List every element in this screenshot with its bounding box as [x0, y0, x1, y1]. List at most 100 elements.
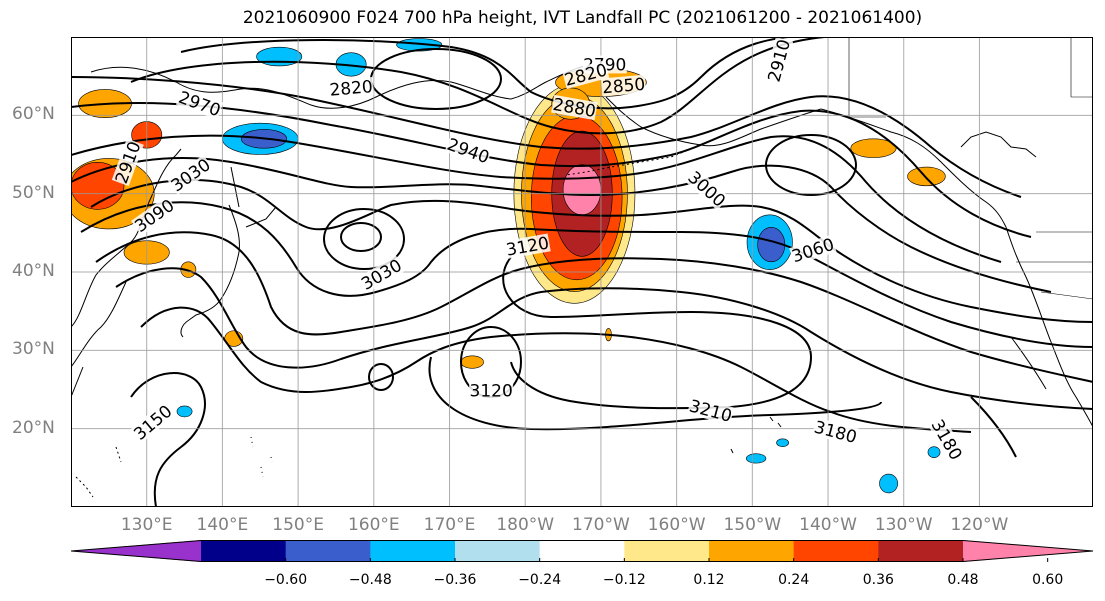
- contour-label-bg: [328, 77, 374, 99]
- colorbar-tick-label: −0.36: [433, 572, 477, 588]
- contour-label-bg: [812, 417, 860, 447]
- lat-label: 30°N: [12, 339, 55, 360]
- colorbar-segment: [285, 540, 371, 562]
- graticule-layer: [71, 37, 1093, 507]
- contour-label-bg: [357, 255, 405, 294]
- colorbar-segment: [455, 540, 541, 562]
- kuril-islands: [245, 206, 277, 228]
- contour-label-bg: [167, 154, 214, 195]
- colorbar-tick-label: 0.36: [862, 572, 894, 588]
- contour-2940: [71, 134, 1002, 263]
- colorbar-tick-label: −0.60: [264, 572, 308, 588]
- contour-label-bg: [469, 381, 514, 400]
- map-svg: 2820297027902820285028802910294029103030…: [71, 37, 1093, 507]
- ivt-patch-26: [879, 473, 898, 494]
- contour-label-bg: [551, 94, 598, 121]
- map-frame: [71, 37, 1093, 507]
- ivt-patch-27: [745, 453, 767, 464]
- contour-3150-ring: [368, 363, 394, 391]
- contour-label: 2850: [601, 75, 646, 99]
- ivt-patch-14: [460, 355, 484, 369]
- colorbar-tick-label: 0.60: [1032, 572, 1064, 588]
- contour-label-bg: [928, 416, 966, 464]
- lon-label: 160°E: [347, 515, 400, 535]
- colorbar-extend-max: [963, 540, 1093, 562]
- coastlines-layer: [71, 37, 1093, 498]
- indochina-coastline: [71, 366, 84, 398]
- lat-label: 60°N: [12, 104, 55, 125]
- contour-label-bg: [444, 134, 493, 167]
- lon-label: 130°E: [120, 515, 173, 535]
- contour-3180: [428, 356, 882, 431]
- japan-honshu: [188, 204, 240, 321]
- contour-label: 2820: [329, 77, 374, 101]
- bc-coast-islands: [960, 131, 1037, 158]
- aleutian-islands: [565, 144, 702, 176]
- lon-label: 140°E: [196, 515, 249, 535]
- lon-label: 180°W: [496, 515, 555, 535]
- contour-low-2940: [765, 134, 857, 196]
- map-panel: 2820297027902820285028802910294029103030…: [71, 37, 1093, 507]
- contour-label-bg: [789, 234, 837, 266]
- contour-label-bg: [111, 138, 144, 187]
- lon-label: 150°E: [272, 515, 324, 535]
- japan-kyushu: [180, 319, 190, 338]
- contour-2970: [71, 157, 1052, 293]
- ivt-patch-24: [396, 38, 443, 52]
- lon-label: 170°W: [572, 515, 630, 535]
- lat-label: 40°N: [12, 261, 55, 281]
- lon-label: 140°W: [799, 515, 857, 535]
- contour-3030: [80, 201, 1093, 348]
- contour-2850: [130, 37, 901, 135]
- contour-label-bg: [175, 87, 224, 120]
- state-borders: [1016, 231, 1093, 300]
- ivt-patch-4: [562, 164, 602, 216]
- ivt-patch-22: [256, 46, 303, 67]
- contour-2880: [71, 76, 1022, 198]
- contour-label-bg: [600, 74, 647, 97]
- colorbar-tick-label: −0.48: [348, 572, 392, 588]
- ivt-patch-29: [776, 438, 789, 447]
- colorbar-segment: [709, 540, 795, 562]
- ivt-patch-25: [176, 405, 193, 418]
- contour-3180-east: [970, 396, 1017, 458]
- contour-3000: [90, 178, 1093, 323]
- lat-label: 20°N: [12, 417, 55, 438]
- colorbar-segment: [201, 540, 287, 562]
- contour-3120: [140, 306, 972, 433]
- province-border: [1070, 37, 1093, 98]
- lon-label: 170°E: [423, 515, 476, 535]
- colorbar-segment: [370, 540, 456, 562]
- lon-label: 120°W: [950, 515, 1009, 535]
- colorbar-outline: [71, 540, 1093, 562]
- contour-3210: [502, 256, 813, 410]
- contour-label-bg: [562, 60, 610, 89]
- contour-label-bg: [687, 396, 735, 426]
- contour-label-bg: [130, 401, 176, 444]
- colorbar-extend-min: [71, 540, 201, 562]
- gulf-of-alaska-coastline: [820, 108, 1007, 228]
- colorbar-segment: [539, 540, 625, 562]
- hawaii-islands: [730, 416, 782, 454]
- contour-low-3030-inner: [323, 208, 405, 270]
- colorbar-segment: [793, 540, 879, 562]
- lon-label: 130°W: [874, 515, 933, 535]
- colorbar-tick-label: 0.12: [693, 572, 725, 588]
- alaska-canada-border: [848, 37, 886, 118]
- china-coastline: [71, 281, 127, 368]
- colorbar-segment: [878, 540, 964, 562]
- contour-label: 3120: [470, 381, 513, 401]
- contour-label-bg: [684, 167, 730, 211]
- contour-3150: [130, 372, 206, 507]
- contour-low-3000: [340, 222, 382, 252]
- contour-2820: [180, 37, 831, 110]
- lon-label: 160°W: [647, 515, 706, 535]
- lon-label: 150°W: [723, 515, 782, 535]
- colorbar-segment: [624, 540, 710, 562]
- lat-label: 50°N: [12, 182, 55, 203]
- baja-california: [1010, 336, 1047, 390]
- ivt-patch-28: [927, 446, 941, 458]
- map-title: 2021060900 F024 700 hPa height, IVT Land…: [242, 8, 923, 28]
- contour-2910: [71, 102, 1032, 238]
- ivt-patch-16: [907, 166, 946, 187]
